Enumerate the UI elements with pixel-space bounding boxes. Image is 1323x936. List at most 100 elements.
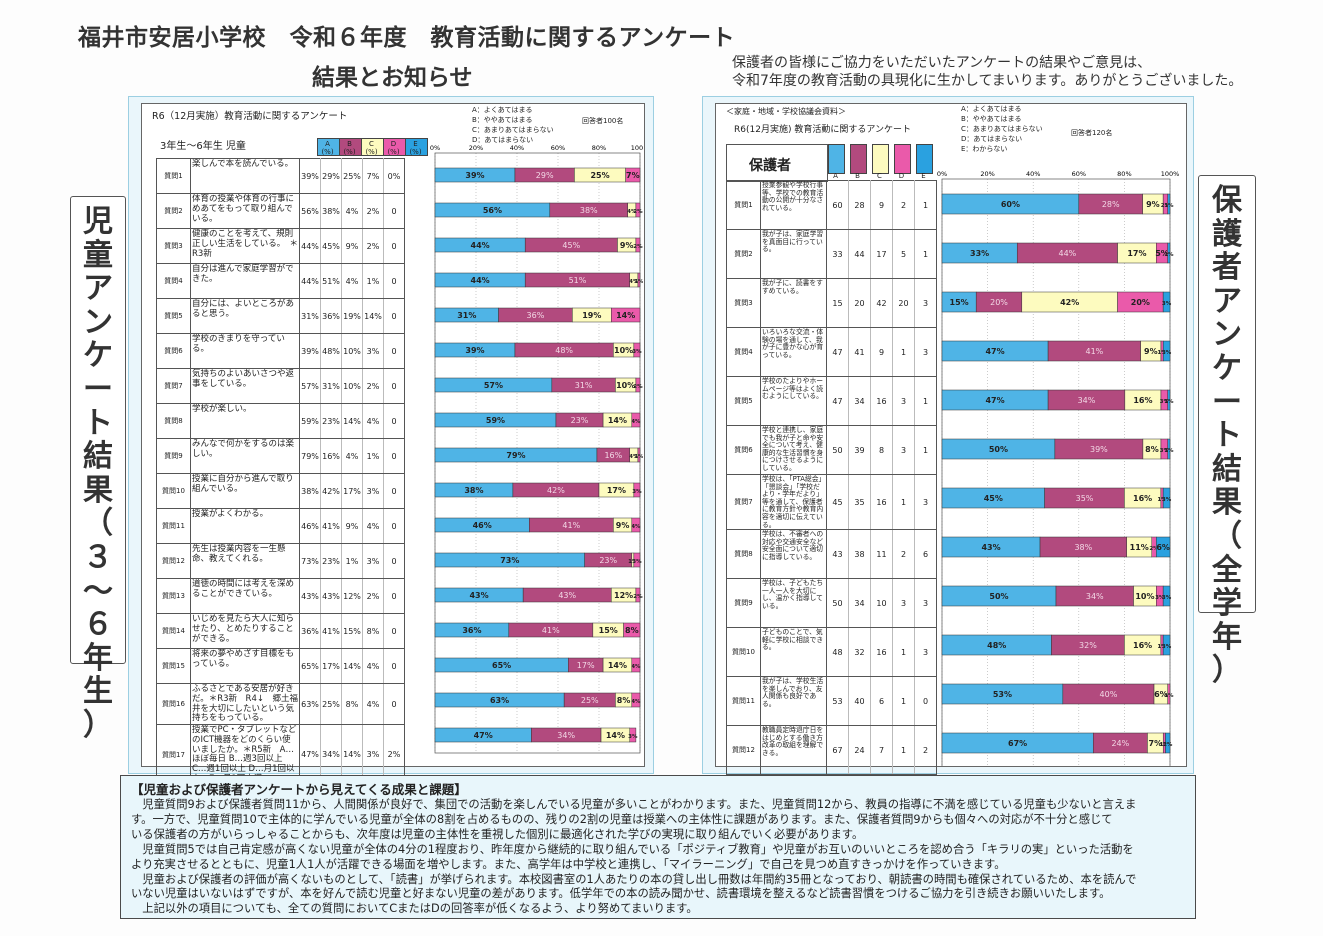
percent-b: 23% — [320, 543, 342, 579]
bar-data-label: 65% — [492, 661, 511, 670]
bar-data-label: 4% — [629, 279, 639, 285]
percent-e: 0 — [383, 333, 405, 369]
question-text: 授業がよくわかる。 — [190, 508, 300, 544]
column-swatch-e — [405, 138, 428, 156]
bar-data-label: 6% — [1154, 690, 1168, 699]
percent-b: 31% — [320, 368, 342, 404]
column-head-d: D — [898, 172, 905, 180]
bar-segment-d — [611, 307, 641, 323]
bar-data-label: 8% — [617, 696, 631, 705]
percent-e: 0% — [383, 158, 405, 194]
bar-segment-e — [1167, 193, 1171, 215]
bar-data-label: 12% — [614, 591, 633, 600]
percent-c: 9% — [341, 508, 363, 544]
bar-data-label: 2% — [633, 594, 643, 600]
percent-b: 38% — [320, 193, 342, 229]
axis-tick-label: 80% — [592, 144, 606, 152]
question-number: 質問2 — [726, 229, 761, 279]
bar-data-label: 4% — [631, 664, 641, 670]
bar-data-label: 50% — [989, 445, 1008, 454]
percent-c: 8 — [870, 425, 893, 475]
percent-b: 34 — [848, 578, 871, 629]
question-number: 質問9 — [726, 578, 761, 629]
question-text: 先生は授業内容を一生懸命、教えてくれる。 — [190, 543, 300, 579]
bar-segment-d — [637, 447, 641, 463]
legend-b: B：ややあてはまる — [961, 115, 1022, 123]
bar-segment-e — [1167, 438, 1171, 460]
bar-data-label: 51% — [569, 276, 587, 285]
bar-data-label: 41% — [1085, 347, 1103, 356]
percent-d: 1 — [892, 725, 915, 776]
student-label-char: 果 — [83, 472, 113, 508]
question-text: ふるさとである安居が好きだ。＊R3新 R4↓ 郷土福井を大切にしたいという気持ち… — [190, 682, 300, 726]
percent-c: 17% — [341, 473, 363, 509]
question-row: 質問9 みんなで何かをするのは楽しい。 79% 16% 4% 1% 0 — [156, 438, 405, 474]
student-survey-panel: R6（12月実施）教育活動に関するアンケート A：よくあてはまる B：ややあては… — [128, 96, 654, 786]
question-text: いろいろな交流・体験の場を通して、我が子に豊かな心が育っている。 — [760, 327, 827, 377]
percent-a: 73% — [299, 543, 321, 579]
bar-data-label: 1% — [634, 454, 643, 460]
bar-data-label: 20% — [990, 298, 1008, 307]
percent-c: 14% — [341, 403, 363, 439]
percent-c: 42 — [870, 278, 893, 328]
percent-b: 34 — [848, 376, 871, 426]
bar-data-label: 2% — [633, 384, 643, 390]
question-text: 学校のきまりを守っている。 — [190, 333, 300, 369]
question-text: 自分には、よいところがあると思う。 — [190, 298, 300, 334]
bar-data-label: 33% — [970, 249, 989, 258]
bar-data-label: 9% — [616, 521, 630, 530]
question-number: 質問4 — [726, 327, 761, 377]
column-swatch-e — [916, 144, 933, 174]
percent-e: 2% — [383, 724, 405, 786]
percent-a: 39% — [299, 333, 321, 369]
question-text: 学校が楽しい。 — [190, 403, 300, 439]
bar-segment-d — [629, 727, 637, 743]
bar-data-label: 32% — [1079, 641, 1097, 650]
bar-data-label: 14% — [616, 311, 635, 320]
bar-data-label: 73% — [500, 556, 519, 565]
bar-data-label: 39% — [465, 346, 484, 355]
summary-line: より充実させるとともに、児童1人1人が活躍できる場面を増やします。また、高学年は… — [131, 857, 1006, 871]
student-label-char: ） — [83, 707, 113, 743]
percent-a: 79% — [299, 438, 321, 474]
question-row: 質問10 子どものことで、気軽に学校に相談できる。 48 32 16 1 3 — [726, 627, 937, 678]
percent-c: 10% — [341, 368, 363, 404]
student-label-char: ト — [83, 405, 113, 441]
question-row: 質問8 学校が楽しい。 59% 23% 14% 4% 0 — [156, 403, 405, 439]
bar-segment-d — [631, 412, 641, 428]
percent-e: 0 — [383, 543, 405, 579]
column-head-c: C — [877, 172, 882, 180]
percent-d: 2 — [892, 529, 915, 580]
thanks-message-line-2: 令和7年度の教育活動の具現化に生かしてまいります。ありがとうございました。 — [732, 73, 1243, 89]
question-row: 質問5 自分には、よいところがあると思う。 31% 36% 19% 14% 0 — [156, 298, 405, 334]
bar-data-label: 1% — [628, 559, 638, 565]
percent-e: 1 — [914, 425, 937, 475]
percent-e: 0 — [383, 578, 405, 614]
bar-data-label: 9% — [1144, 347, 1158, 356]
bar-data-label: 15% — [599, 626, 618, 635]
bar-data-label: 4% — [627, 209, 637, 215]
bar-data-label: 1% — [1164, 252, 1174, 258]
percent-b: 45% — [320, 228, 342, 264]
percent-c: 16 — [870, 376, 893, 426]
student-label-char: ３ — [83, 539, 113, 575]
bar-data-label: 8% — [625, 626, 639, 635]
parent-label-char: 全 — [1212, 552, 1242, 588]
question-row: 質問2 体育の授業や体育の行事にめあてをもって取り組んでいる。 56% 38% 4% 2%… — [156, 193, 405, 229]
percent-e: 0 — [383, 613, 405, 649]
bar-data-label: 43% — [981, 543, 1000, 552]
question-number: 質問11 — [726, 676, 761, 727]
bar-data-label: 10% — [614, 346, 633, 355]
percent-b: 48% — [320, 333, 342, 369]
question-number: 質問8 — [156, 403, 191, 439]
axis-tick-label: 40% — [1026, 170, 1040, 178]
percent-a: 44% — [299, 263, 321, 299]
bar-segment-d — [631, 692, 641, 708]
legend-d: D：あてはまらない — [472, 136, 534, 144]
percent-a: 50 — [826, 578, 849, 629]
question-text: 学校と連携し、家庭でも我が子と命や安全について考え、健康的な生活習慣を身につけさ… — [760, 425, 827, 475]
percent-b: 17% — [320, 648, 342, 684]
question-text: 教職員定時退庁日を はじめとする働き方改革の取組を理解できる。 — [760, 725, 827, 776]
bar-data-label: 1% — [1164, 399, 1174, 405]
question-number: 質問12 — [726, 725, 761, 776]
